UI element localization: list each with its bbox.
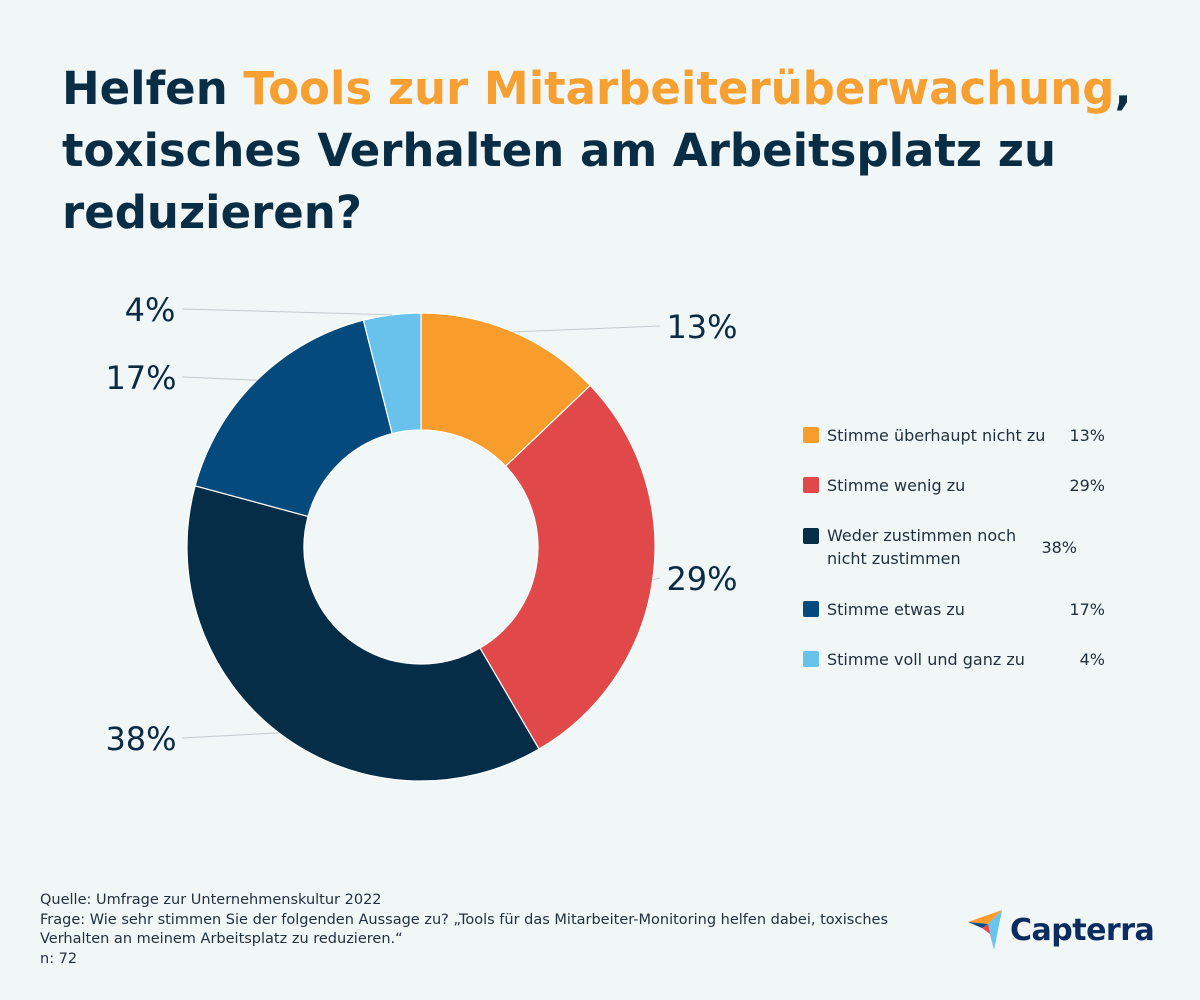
sample-size-note: n: 72 [40, 950, 78, 967]
footer-notes: Quelle: Umfrage zur Unternehmenskultur 2… [40, 891, 940, 969]
question-note-line-2: Verhalten an meinem Arbeitsplatz zu redu… [40, 931, 403, 947]
capterra-arrow-icon [968, 910, 1002, 950]
legend-label: Stimme überhaupt nicht zu [827, 425, 1046, 445]
legend-swatch [803, 477, 819, 493]
capterra-logo: Capterra [968, 910, 1155, 950]
legend-value: 17% [1069, 599, 1105, 619]
slice-percentage-label: 38% [105, 720, 176, 758]
legend-item-stimme-wenig-zu: Stimme wenig zu 29% [803, 468, 1105, 502]
leader-line [513, 325, 661, 333]
title-part-3: toxisches Verhalten am Arbeitsplatz zu [62, 124, 1056, 177]
legend-swatch [803, 651, 819, 667]
donut-slice [362, 312, 422, 435]
legend-item-stimme-etwas-zu: Stimme etwas zu 17% [803, 592, 1105, 626]
slice-percentage-label: 13% [666, 308, 737, 346]
legend-item-weder-zustimmen: Weder zustimmen noch nicht zustimmen 38% [803, 524, 1105, 570]
legend-label: Stimme etwas zu [827, 599, 965, 619]
title-part-2: , [1114, 62, 1132, 115]
legend-label: Weder zustimmen noch nicht zustimmen [827, 526, 1017, 568]
legend-label: Stimme wenig zu [827, 475, 966, 495]
legend-item-stimme-ueberhaupt-nicht-zu: Stimme überhaupt nicht zu 13% [803, 418, 1105, 452]
legend-swatch [803, 528, 819, 544]
legend-swatch [803, 427, 819, 443]
title-part-4: reduzieren? [62, 186, 362, 239]
slice-percentage-label: 17% [105, 359, 176, 397]
leader-line [652, 577, 661, 581]
source-note: Quelle: Umfrage zur Unternehmenskultur 2… [40, 892, 382, 908]
chart-title: Helfen Tools zur Mitarbeiterüberwachung,… [62, 58, 1142, 244]
slice-percentage-label: 4% [125, 291, 176, 329]
title-part-1: Helfen [62, 62, 244, 115]
title-highlight: Tools zur Mitarbeiterüberwachung [243, 62, 1115, 115]
leader-line [181, 732, 279, 739]
leader-line [181, 308, 392, 316]
donut-slice [194, 319, 393, 518]
legend-value: 38% [1041, 537, 1077, 557]
legend-label: Stimme voll und ganz zu [827, 649, 1025, 669]
legend-value: 13% [1069, 425, 1105, 445]
legend-item-stimme-voll-und-ganz-zu: Stimme voll und ganz zu 4% [803, 642, 1105, 676]
capterra-logo-text: Capterra [1010, 912, 1155, 948]
donut-slice [186, 485, 540, 782]
question-note-line-1: Frage: Wie sehr stimmen Sie der folgende… [40, 911, 888, 928]
donut-slice [479, 384, 656, 750]
leader-line [181, 376, 257, 381]
slice-percentage-label: 29% [666, 560, 737, 598]
legend-swatch [803, 601, 819, 617]
legend-value: 29% [1069, 475, 1105, 495]
legend-value: 4% [1079, 649, 1105, 669]
